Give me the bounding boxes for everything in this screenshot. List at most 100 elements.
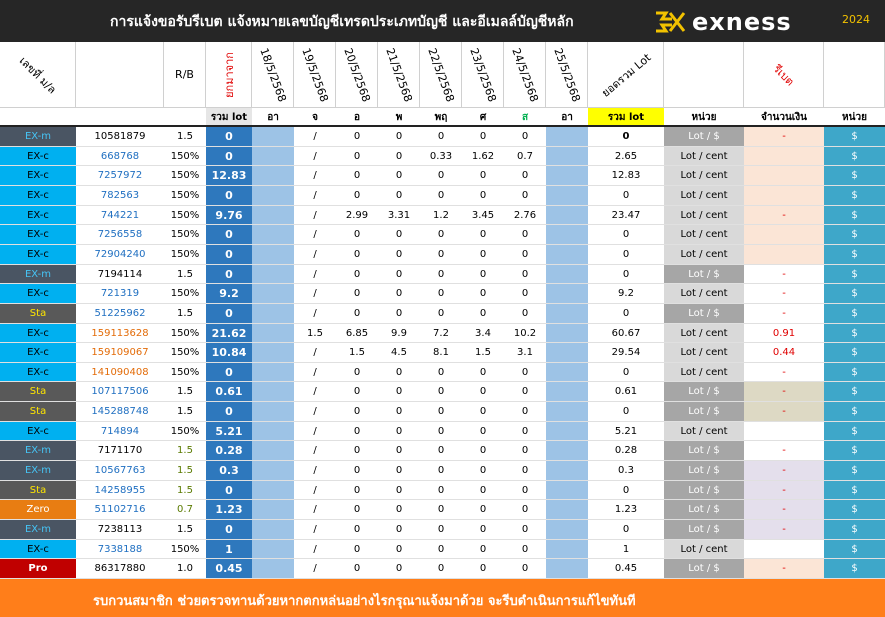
day-lot: 0 (462, 422, 504, 442)
day-lot (252, 500, 294, 521)
day-lot: 0 (462, 461, 504, 481)
day-lot (252, 205, 294, 226)
rebate-rate: 150% (164, 540, 206, 560)
rebate-amount (744, 166, 824, 186)
day-lot: 0 (336, 520, 378, 540)
total-lot: 29.54 (588, 343, 664, 363)
day-lot: 0 (504, 245, 546, 265)
sub-day: อา (252, 108, 294, 127)
sub-day: พฤ (420, 108, 462, 127)
day-lot: 0 (378, 363, 420, 383)
rebate-rate: 0.7 (164, 500, 206, 521)
day-lot (546, 441, 588, 462)
carry-lot: 0 (206, 264, 252, 285)
day-lot: 0 (420, 225, 462, 245)
account-number: 7256558 (76, 225, 164, 245)
day-lot (546, 362, 588, 383)
day-lot: 0 (378, 402, 420, 422)
day-lot: 0 (378, 265, 420, 285)
day-lot: 0 (336, 461, 378, 481)
day-lot (252, 559, 294, 579)
brand-name: exness (692, 8, 792, 36)
rebate-amount: - (744, 500, 824, 521)
total-lot: 0.28 (588, 441, 664, 462)
unit: Lot / $ (664, 559, 744, 579)
account-number: 86317880 (76, 559, 164, 579)
account-type: EX-c (0, 146, 76, 167)
day-lot: / (294, 127, 336, 147)
day-lot: 0 (420, 166, 462, 186)
day-lot: 0 (336, 363, 378, 383)
day-lot: 0 (420, 559, 462, 579)
day-lot: 1.5 (336, 343, 378, 363)
day-lot: 0 (462, 382, 504, 403)
account-type: Zero (0, 500, 76, 521)
rebate-amount (744, 225, 824, 245)
total-lot: 0 (588, 245, 664, 265)
title-bar: การแจ้งขอรับรีเบต แจ้งหมายเลขบัญชีเทรดปร… (0, 0, 885, 42)
unit2: $ (824, 402, 885, 422)
header-rebate: รีเบต (744, 42, 824, 108)
account-type: EX-c (0, 225, 76, 245)
day-lot: / (294, 481, 336, 501)
account-number: 7257972 (76, 166, 164, 186)
day-lot: 0 (420, 304, 462, 324)
day-lot (546, 225, 588, 245)
day-lot (252, 244, 294, 265)
rebate-rate: 150% (164, 422, 206, 442)
day-lot: 6.85 (336, 324, 378, 344)
rebate-rate: 1.5 (164, 127, 206, 147)
day-lot: 0 (336, 284, 378, 304)
header-date-label: 20/5/2568 (340, 45, 373, 104)
unit: Lot / cent (664, 205, 744, 226)
carry-lot: 9.2 (206, 284, 252, 304)
rebate-rate: 1.5 (164, 441, 206, 462)
day-lot (252, 303, 294, 324)
day-lot: 4.5 (378, 343, 420, 363)
rebate-amount (744, 421, 824, 442)
day-lot: 0 (378, 245, 420, 265)
day-lot (252, 520, 294, 540)
day-lot (546, 185, 588, 206)
day-lot (546, 539, 588, 560)
day-lot: 0 (504, 284, 546, 304)
header-date-label: 19/5/2568 (298, 45, 331, 104)
header-rebate-label: รีเบต (770, 61, 797, 88)
day-lot: 0 (504, 481, 546, 501)
day-lot: 0 (378, 304, 420, 324)
unit: Lot / $ (664, 520, 744, 540)
day-lot: / (294, 265, 336, 285)
rebate-amount: 0.44 (744, 343, 824, 363)
unit2: $ (824, 303, 885, 324)
account-number: 782563 (76, 186, 164, 206)
day-lot: 0 (504, 540, 546, 560)
day-lot: 0 (504, 402, 546, 422)
carry-lot: 1.23 (206, 500, 252, 521)
unit: Lot / cent (664, 166, 744, 186)
sub-day: อา (546, 108, 588, 127)
rebate-rate: 150% (164, 166, 206, 186)
carry-lot: 0 (206, 362, 252, 383)
page-title: การแจ้งขอรับรีเบต แจ้งหมายเลขบัญชีเทรดปร… (110, 14, 574, 30)
total-lot: 1.23 (588, 500, 664, 521)
carry-lot: 0.61 (206, 382, 252, 403)
unit2: $ (824, 461, 885, 481)
day-lot: 0 (420, 500, 462, 521)
unit: Lot / cent (664, 244, 744, 265)
unit: Lot / $ (664, 441, 744, 462)
day-lot: 1.2 (420, 206, 462, 226)
day-lot: 0 (336, 559, 378, 579)
account-number: 7194114 (76, 265, 164, 285)
day-lot: 0 (378, 540, 420, 560)
day-lot: 0 (462, 265, 504, 285)
rebate-rate: 150% (164, 363, 206, 383)
account-type: EX-m (0, 127, 76, 147)
rebate-amount: - (744, 303, 824, 324)
day-lot: 1.5 (462, 343, 504, 363)
account-type: EX-c (0, 323, 76, 344)
account-type: EX-c (0, 421, 76, 442)
day-lot: 1.62 (462, 147, 504, 167)
day-lot: 0 (462, 540, 504, 560)
unit2: $ (824, 500, 885, 521)
day-lot: 0 (336, 225, 378, 245)
